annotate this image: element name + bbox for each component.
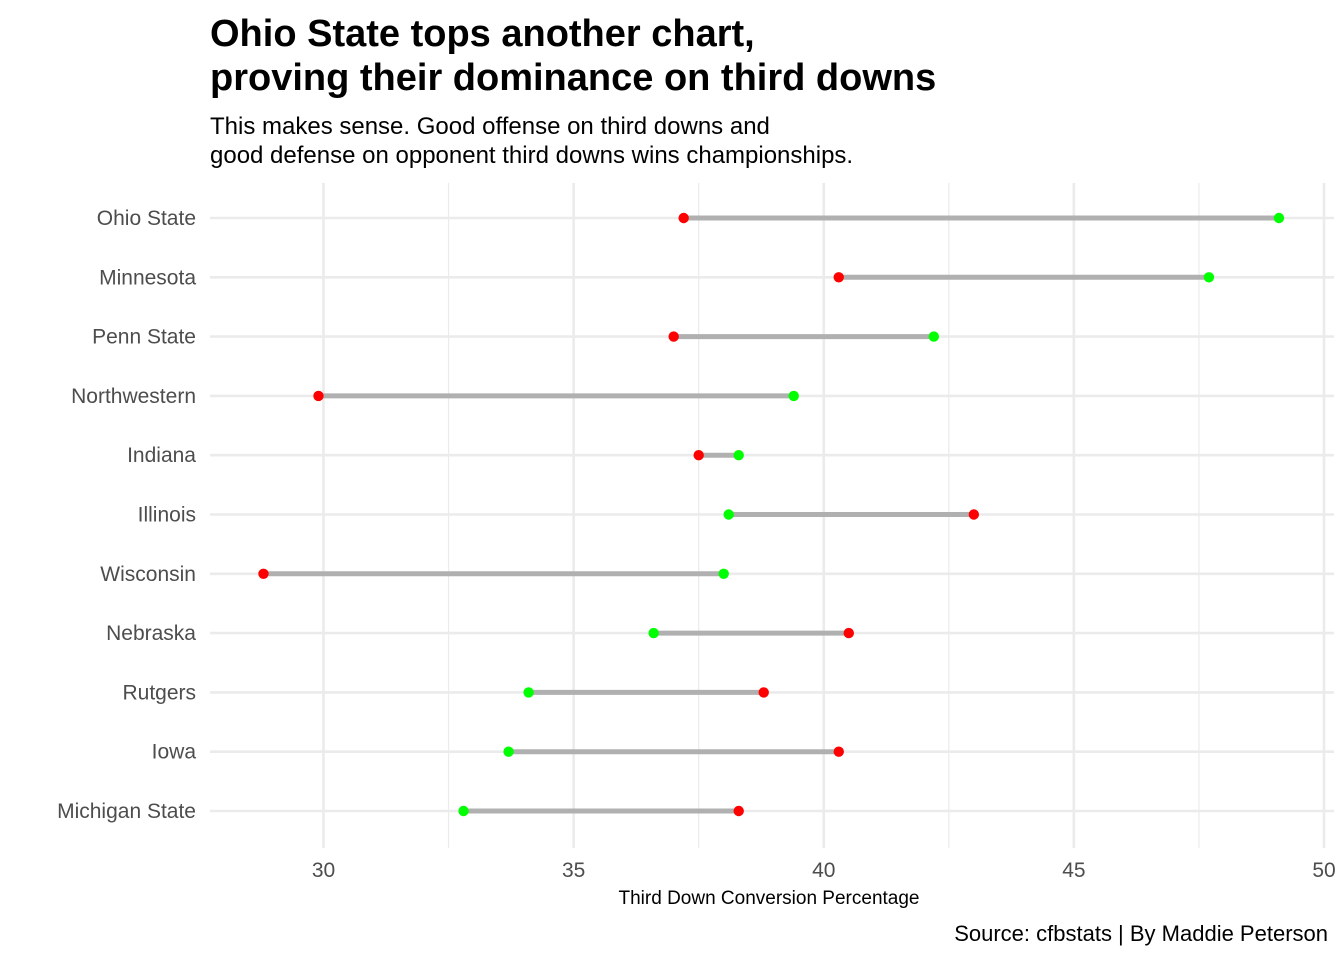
red-point bbox=[833, 272, 844, 283]
x-axis-label: Third Down Conversion Percentage bbox=[619, 888, 920, 909]
y-tick-label: Indiana bbox=[127, 444, 196, 467]
green-point bbox=[1203, 272, 1215, 283]
green-point bbox=[523, 687, 534, 698]
red-point bbox=[758, 687, 769, 698]
red-point bbox=[668, 331, 679, 342]
green-point bbox=[788, 390, 799, 402]
x-tick-label: 30 bbox=[312, 859, 335, 882]
y-tick-label: Penn State bbox=[92, 326, 196, 349]
red-point bbox=[843, 627, 854, 639]
red-point bbox=[258, 568, 269, 579]
y-tick-label: Iowa bbox=[152, 741, 197, 764]
y-tick-label: Rutgers bbox=[122, 681, 196, 704]
green-point bbox=[1273, 212, 1285, 224]
y-tick-label: Michigan State bbox=[57, 800, 196, 823]
y-tick-label: Northwestern bbox=[71, 385, 196, 408]
x-tick-label: 45 bbox=[1062, 859, 1085, 882]
chart-subtitle: This makes sense. Good offense on third … bbox=[210, 113, 854, 169]
red-point bbox=[833, 746, 844, 757]
green-point bbox=[503, 746, 514, 757]
y-axis-tick-labels: Ohio State Minnesota Penn State Northwester… bbox=[57, 207, 196, 823]
source-caption: Source: cfbstats | By Maddie Peterson bbox=[954, 921, 1328, 946]
x-axis-tick-labels: 30 35 40 45 50 bbox=[312, 859, 1336, 882]
y-tick-label: Ohio State bbox=[97, 207, 196, 230]
chart-title: Ohio State tops another chart, proving t… bbox=[210, 13, 937, 99]
x-tick-label: 50 bbox=[1312, 859, 1335, 882]
y-tick-label: Illinois bbox=[138, 504, 196, 527]
x-tick-label: 40 bbox=[812, 859, 835, 882]
y-tick-label: Wisconsin bbox=[100, 563, 196, 586]
point-layer bbox=[258, 212, 1285, 817]
green-point bbox=[648, 627, 659, 639]
x-tick-label: 35 bbox=[562, 859, 585, 882]
red-point bbox=[693, 450, 704, 461]
segment-layer bbox=[263, 215, 1279, 814]
green-point bbox=[733, 450, 744, 461]
red-point bbox=[968, 509, 980, 520]
green-point bbox=[718, 568, 729, 579]
red-point bbox=[678, 212, 689, 224]
y-tick-label: Nebraska bbox=[106, 622, 196, 645]
y-tick-label: Minnesota bbox=[99, 266, 196, 289]
red-point bbox=[733, 805, 744, 817]
green-point bbox=[458, 805, 469, 817]
green-point bbox=[928, 331, 940, 342]
red-point bbox=[313, 390, 324, 402]
green-point bbox=[723, 509, 734, 520]
